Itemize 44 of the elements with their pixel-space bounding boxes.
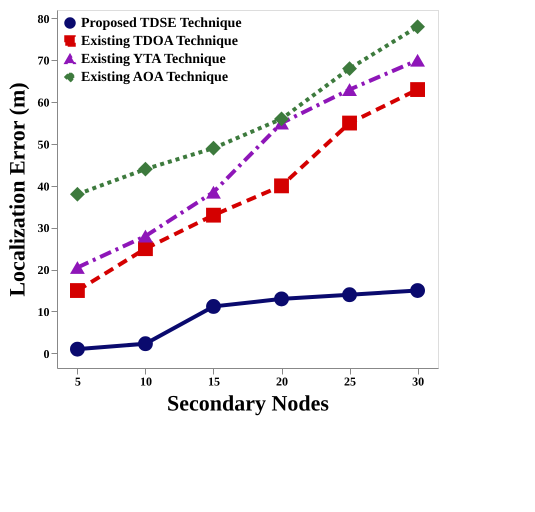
y-axis-title: Localization Error (m) <box>4 82 30 297</box>
y-tick-label: 10 <box>38 304 50 319</box>
point <box>342 61 357 76</box>
y-tick-label: 80 <box>38 12 50 26</box>
point <box>342 116 357 130</box>
point <box>70 283 85 298</box>
point <box>342 83 357 96</box>
point <box>410 19 426 34</box>
y-tick-label: 0 <box>44 346 50 361</box>
x-tick-label: 30 <box>412 374 424 388</box>
point <box>138 241 153 256</box>
y-tick-label: 50 <box>38 137 50 152</box>
point <box>410 283 426 298</box>
legend-label: Existing AOA Technique <box>81 70 228 85</box>
point <box>70 186 85 202</box>
point <box>70 261 85 274</box>
legend-label: Existing TDOA Technique <box>81 34 238 49</box>
point <box>206 208 221 223</box>
point <box>274 178 289 194</box>
x-tick-label: 5 <box>74 374 81 388</box>
y-tick-label: 60 <box>38 96 50 110</box>
point <box>342 287 357 302</box>
x-tick-label: 15 <box>208 374 220 388</box>
y-tick-label: 40 <box>38 179 50 194</box>
y-tick-label: 70 <box>38 54 50 68</box>
legend-label: Existing YTA Technique <box>81 52 226 67</box>
y-tick-label: 30 <box>38 221 50 236</box>
y-tick-label: 20 <box>38 263 50 278</box>
point <box>70 342 85 357</box>
legend-label: Proposed TDSE Technique <box>81 16 242 31</box>
point <box>410 54 426 67</box>
point <box>206 186 221 199</box>
point <box>274 111 289 126</box>
point <box>138 336 153 352</box>
point <box>138 230 153 243</box>
point <box>206 299 221 314</box>
x-tick-label: 10 <box>140 374 152 388</box>
point <box>138 162 153 177</box>
x-tick-label: 25 <box>344 374 356 388</box>
point <box>274 292 289 306</box>
x-tick-label: 20 <box>276 374 288 388</box>
x-axis-title: Secondary Nodes <box>167 390 330 416</box>
point <box>206 140 221 156</box>
point <box>410 82 426 97</box>
